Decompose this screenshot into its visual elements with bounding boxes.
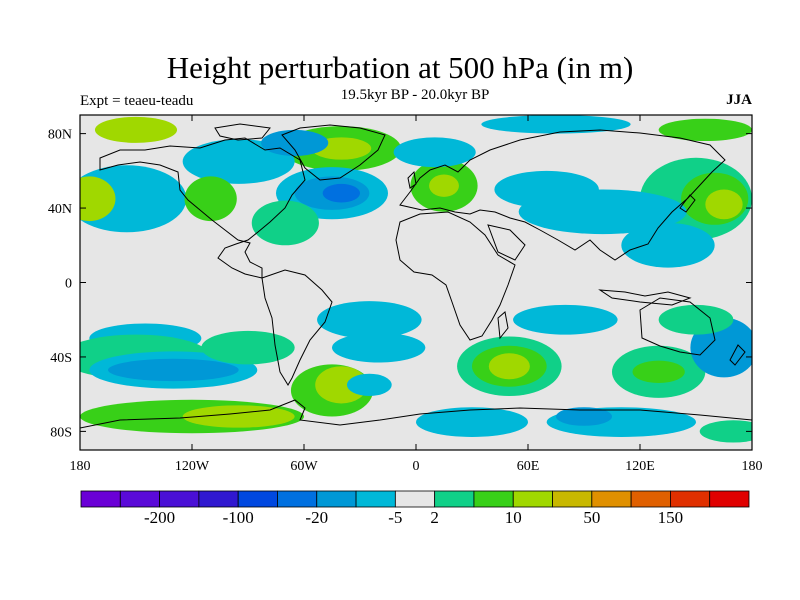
anomaly-blob-8 [251,200,319,246]
colorbar-label: -200 [144,508,175,527]
anomaly-blob-37 [488,353,530,380]
x-axis: 180 120W 60W 0 60E 120E 180 [70,115,763,474]
colorbar-box-2 [159,490,200,508]
coastline-australia [639,297,716,356]
anomaly-blob-46 [658,304,734,335]
coastline-new-zealand [729,344,746,366]
anomaly-blob-45 [699,420,752,443]
colorbar-label: 10 [505,508,522,527]
anomaly-blob-38 [513,304,618,335]
colorbar-label: -20 [305,508,328,527]
colorbar-label: 50 [583,508,600,527]
coastline-north-america [99,137,306,279]
colorbar-box-6 [316,490,357,508]
colorbar-box-16 [709,490,750,508]
coastline-madagascar [497,311,509,340]
anomaly-blob-29 [182,405,295,428]
x-tick-label: 120E [625,459,655,474]
coastline-indonesia [598,289,692,306]
x-tick-label: 180 [742,459,763,474]
colorbar-box-5 [277,490,318,508]
anomaly-blob-16 [481,115,631,134]
colorbar-label: -100 [223,508,254,527]
colorbar-label: -5 [388,508,402,527]
experiment-label: Expt = teaeu-teadu [80,93,194,109]
anomaly-blob-14 [393,137,476,168]
colorbar-box-13 [591,490,632,508]
y-tick-label: 80N [48,128,72,143]
colorbar-box-10 [473,490,514,508]
y-tick-label: 0 [65,277,72,292]
anomaly-blob-13 [429,174,459,197]
y-tick-label: 40S [50,351,72,366]
anomaly-blob-4 [261,129,329,156]
season-label: JJA [726,92,752,108]
colorbar-box-3 [198,490,239,508]
anomaly-blob-39 [416,407,528,437]
y-axis: 80N 40N 0 40S 80S [48,128,752,440]
y-tick-label: 80S [50,425,72,440]
x-tick-label: 60W [290,459,318,474]
x-tick-label: 0 [413,459,420,474]
colorbar-box-11 [512,490,553,508]
anomaly-blob-32 [317,301,422,339]
x-tick-label: 120W [175,459,210,474]
colorbar-box-8 [394,490,436,508]
anomaly-blob-34 [346,373,392,397]
anomaly-blob-27 [201,330,295,365]
x-tick-label: 180 [70,459,91,474]
colorbar-box-9 [434,490,475,508]
coastlines [80,123,752,429]
map-subtitle: 19.5kyr BP - 20.0kyr BP [340,87,490,103]
colorbar-box-1 [119,490,160,508]
anomaly-blob-10 [184,176,237,222]
colorbar-box-15 [670,490,711,508]
coastline-antarctica [80,399,752,429]
colorbar-box-14 [630,490,671,508]
anomaly-field [80,115,752,443]
anomaly-blob-41 [556,407,612,426]
coastline-arctic-islands [214,123,271,141]
coastline-eurasia [399,129,726,261]
coastline-uk [407,170,417,189]
anomaly-blob-31 [315,366,368,404]
coastline-south-america [261,269,333,386]
map-title: Height perturbation at 500 hPa (in m) [166,50,634,85]
colorbar: -200 -100 -20 -5 2 10 50 150 [80,490,750,527]
anomaly-blob-17 [658,118,752,142]
anomaly-blob-43 [632,360,685,384]
anomaly-blob-21 [518,189,687,235]
coastline-japan [679,194,696,213]
anomaly-blob-11 [80,176,116,222]
colorbar-box-7 [355,490,396,508]
anomaly-blob-26 [107,358,239,382]
colorbar-box-12 [552,490,593,508]
anomaly-blob-7 [322,183,361,203]
anomaly-blob-20 [705,189,743,220]
coastline-africa [395,211,516,341]
anomaly-blob-22 [621,222,715,268]
anomaly-blob-33 [332,332,426,363]
anomaly-blob-0 [94,116,178,143]
colorbar-label: 2 [430,508,439,527]
y-tick-label: 40N [48,202,72,217]
anomaly-blob-3 [182,139,295,184]
coastline-arabia [487,224,526,261]
x-tick-label: 60E [517,459,540,474]
colorbar-box-4 [237,490,278,508]
colorbar-box-0 [80,490,121,508]
coastline-greenland [281,124,386,181]
colorbar-label: 150 [658,508,684,527]
